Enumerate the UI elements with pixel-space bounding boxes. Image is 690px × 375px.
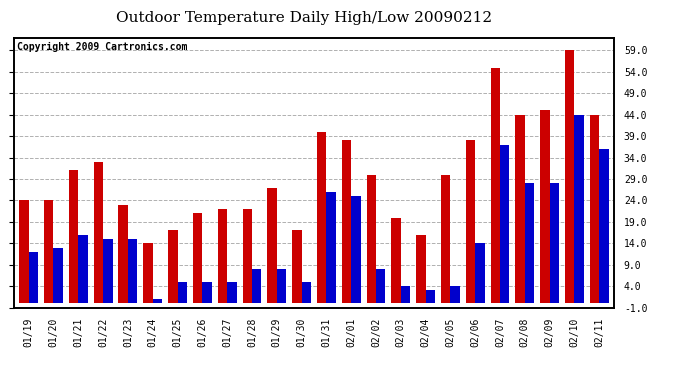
Bar — [416, 235, 426, 303]
Bar — [466, 140, 475, 303]
Bar — [292, 230, 302, 303]
Bar — [525, 183, 534, 303]
Bar — [119, 205, 128, 303]
Bar — [193, 213, 202, 303]
Bar — [19, 200, 29, 303]
Bar — [267, 188, 277, 303]
Bar — [227, 282, 237, 303]
Bar — [401, 286, 410, 303]
Bar — [599, 149, 609, 303]
Bar — [441, 175, 451, 303]
Bar — [451, 286, 460, 303]
Bar — [565, 50, 574, 303]
Bar — [302, 282, 311, 303]
Bar — [342, 140, 351, 303]
Bar — [54, 248, 63, 303]
Bar — [475, 243, 484, 303]
Bar — [550, 183, 559, 303]
Bar — [152, 299, 162, 303]
Bar — [391, 217, 401, 303]
Bar — [366, 175, 376, 303]
Bar — [144, 243, 152, 303]
Bar — [242, 209, 252, 303]
Bar — [128, 239, 137, 303]
Bar — [491, 68, 500, 303]
Bar — [590, 115, 599, 303]
Bar — [351, 196, 361, 303]
Bar — [317, 132, 326, 303]
Bar — [69, 170, 78, 303]
Bar — [426, 290, 435, 303]
Bar — [218, 209, 227, 303]
Bar — [168, 230, 177, 303]
Bar — [277, 269, 286, 303]
Bar — [94, 162, 103, 303]
Text: Outdoor Temperature Daily High/Low 20090212: Outdoor Temperature Daily High/Low 20090… — [115, 11, 492, 25]
Bar — [202, 282, 212, 303]
Bar — [177, 282, 187, 303]
Bar — [574, 115, 584, 303]
Bar — [326, 192, 336, 303]
Bar — [540, 110, 550, 303]
Bar — [252, 269, 262, 303]
Bar — [29, 252, 38, 303]
Bar — [500, 145, 509, 303]
Bar — [103, 239, 112, 303]
Text: Copyright 2009 Cartronics.com: Copyright 2009 Cartronics.com — [17, 42, 187, 52]
Bar — [78, 235, 88, 303]
Bar — [44, 200, 54, 303]
Bar — [376, 269, 386, 303]
Bar — [515, 115, 525, 303]
